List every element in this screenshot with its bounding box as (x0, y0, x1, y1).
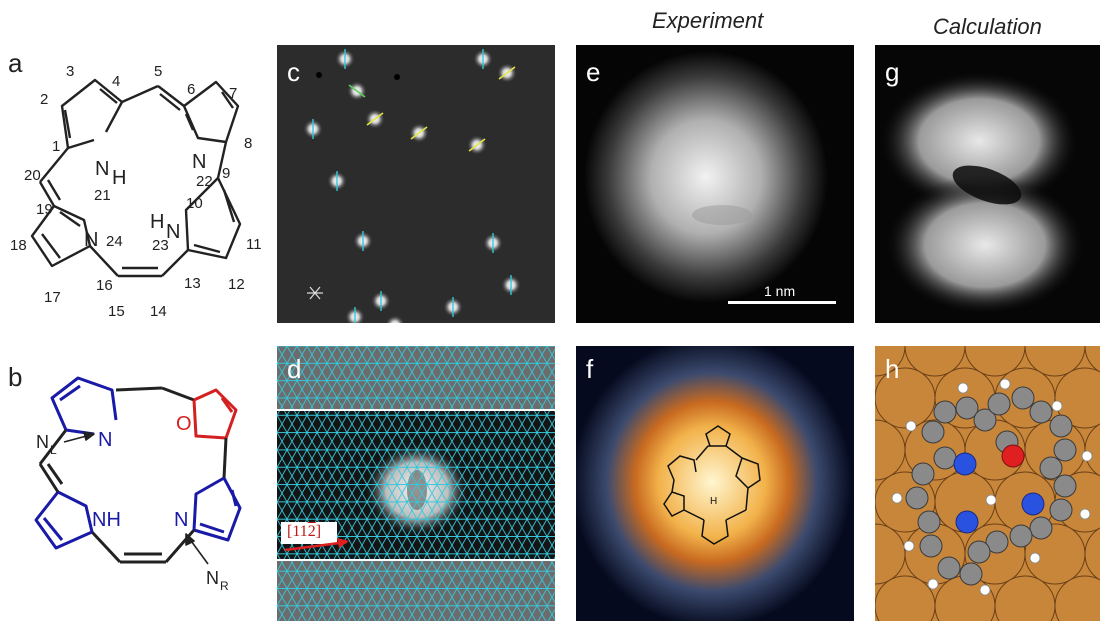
atom-number: 13 (184, 275, 201, 292)
hydrogen-atoms (891, 378, 1093, 596)
overlay-h-label: H (710, 496, 718, 507)
label-nl-sub: L (50, 443, 57, 457)
panel-d-lattice (277, 346, 555, 621)
direction-prefix: [11 (287, 523, 308, 540)
atom-n21: N (95, 158, 109, 180)
atom-number: 9 (222, 165, 230, 182)
atom-number: 1 (52, 138, 60, 155)
atom-number: 18 (10, 237, 27, 254)
atom-number: 11 (246, 236, 262, 253)
panel-h-model: h (875, 346, 1100, 621)
panel-c-image: c (277, 45, 555, 323)
label-nl: N (36, 432, 49, 452)
panel-d-letter: d (287, 354, 302, 384)
scalebar-label: 1 nm (764, 283, 796, 299)
calculation-header: Calculation (933, 14, 1042, 39)
panel-e-feature (584, 51, 836, 304)
atom-n23: N (166, 221, 180, 243)
atom-number: 19 (36, 201, 53, 218)
panel-f-letter: f (586, 354, 594, 384)
oxygen-atom (1001, 444, 1025, 468)
panel-g-letter: g (885, 57, 900, 87)
atom-n24: N (84, 229, 98, 251)
atom-n-right: N (174, 509, 188, 531)
atom-number: 24 (106, 233, 123, 250)
label-nr: N (206, 568, 219, 588)
panel-a-drawing: N H N H N N 1 2 3 4 5 6 7 8 9 10 11 12 1… (10, 63, 262, 320)
panel-h-atoms (875, 346, 1100, 621)
panel-h-letter: h (885, 354, 900, 384)
asterisk-marker (307, 286, 323, 300)
panel-g-image: g (875, 45, 1100, 323)
atom-number: 3 (66, 63, 74, 80)
atom-number: 8 (244, 135, 252, 152)
experiment-header: Experiment (652, 8, 764, 33)
molecule-spots (303, 49, 521, 323)
panel-b-drawing: N O NH N N L N R (34, 376, 242, 593)
nitrogen-atom (1021, 492, 1045, 516)
atom-o: O (176, 413, 192, 435)
atom-number: 21 (94, 187, 111, 204)
overlay-structure (663, 425, 761, 545)
panel-e-image: 1 nm e (576, 45, 854, 323)
nitrogen-atom (953, 452, 977, 476)
atom-h21: H (112, 167, 126, 189)
atom-number: 12 (228, 276, 245, 293)
panel-c-features (303, 49, 521, 323)
direction-overbar-digit: 2 (307, 523, 316, 540)
atom-number: 17 (44, 289, 61, 306)
panel-e-letter: e (586, 57, 601, 87)
atom-h23: H (150, 211, 164, 233)
atom-number: 22 (196, 173, 213, 190)
panel-f-feature (576, 346, 852, 621)
direction-close: ] (315, 523, 322, 540)
atom-number: 2 (40, 91, 48, 108)
atom-number: 5 (154, 63, 162, 80)
nitrogen-atom (955, 510, 979, 534)
panel-d-image: [112] d (277, 346, 555, 621)
panel-a-letter: a (8, 48, 23, 78)
atom-number: 4 (112, 73, 120, 90)
atom-number: 20 (24, 167, 41, 184)
panel-f-image: H f (576, 346, 854, 621)
atom-nh: NH (92, 509, 121, 531)
label-nr-sub: R (220, 579, 229, 593)
panel-c-letter: c (287, 57, 300, 87)
panel-b-letter: b (8, 362, 23, 392)
atom-number: 7 (229, 85, 237, 102)
carbon-atoms (905, 386, 1077, 586)
atom-number: 23 (152, 237, 169, 254)
atom-n-left: N (98, 429, 112, 451)
atom-number: 6 (187, 81, 195, 98)
atom-number: 15 (108, 303, 125, 320)
panel-a-structure: a (0, 40, 272, 330)
direction-label: [112] (287, 523, 321, 541)
panel-b-structure: b (0, 340, 272, 621)
atom-number: 10 (186, 195, 203, 212)
atom-number: 16 (96, 277, 113, 294)
atom-n22: N (192, 151, 206, 173)
atom-number: 14 (150, 303, 167, 320)
panel-g-feature (879, 71, 1085, 315)
orientation-lines (312, 49, 512, 323)
